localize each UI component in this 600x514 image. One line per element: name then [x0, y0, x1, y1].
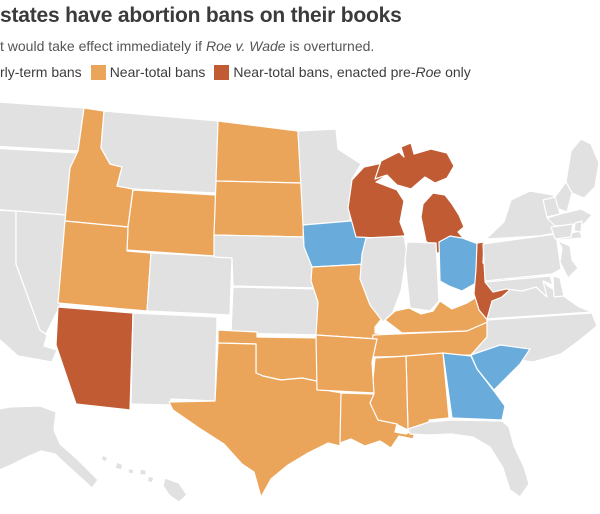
legend-item-early-term: rly-term bans [0, 64, 82, 80]
legend-label-pre-roe: Near-total bans, enacted pre-Roe only [233, 64, 471, 80]
state-ct [550, 223, 574, 240]
state-tx [168, 342, 344, 498]
pre-roe-swatch-icon [214, 64, 230, 80]
state-ar [315, 334, 378, 394]
state-wa [0, 101, 85, 152]
state-me [565, 138, 600, 199]
state-ri [573, 220, 583, 233]
legend-label-near-total: Near-total bans [109, 64, 206, 80]
subtitle-case-name: Roe v. Wade [205, 38, 286, 54]
state-mt [100, 110, 219, 194]
near-total-swatch-icon [90, 64, 106, 80]
state-nj [557, 240, 579, 279]
state-mi [374, 142, 466, 254]
state-nm [130, 312, 218, 406]
state-co [146, 252, 233, 316]
state-ga [442, 352, 506, 421]
state-ks [230, 286, 327, 336]
legend-label-early-term: rly-term bans [0, 64, 82, 80]
state-az [55, 306, 134, 411]
state-fl [407, 419, 530, 498]
subtitle-prefix: t would take effect immediately if [0, 38, 206, 54]
state-ak [0, 405, 99, 489]
state-de [552, 275, 565, 298]
state-al [405, 352, 450, 433]
legend: rly-term bans Near-total bans Near-total… [0, 64, 600, 80]
legend-item-pre-roe: Near-total bans, enacted pre-Roe only [214, 64, 471, 80]
page-title: states have abortion bans on their books [0, 4, 402, 27]
subtitle-suffix: is overturned. [285, 38, 375, 54]
state-sd [213, 180, 306, 238]
legend-item-near-total: Near-total bans [90, 64, 206, 80]
state-pa [482, 233, 562, 282]
state-in [404, 241, 440, 312]
state-wy [126, 189, 217, 257]
state-hi [100, 454, 188, 503]
page-subtitle: t would take effect immediately if Roe v… [0, 38, 600, 54]
state-md [484, 275, 554, 298]
state-oh [438, 235, 479, 292]
state-nd [215, 120, 302, 184]
